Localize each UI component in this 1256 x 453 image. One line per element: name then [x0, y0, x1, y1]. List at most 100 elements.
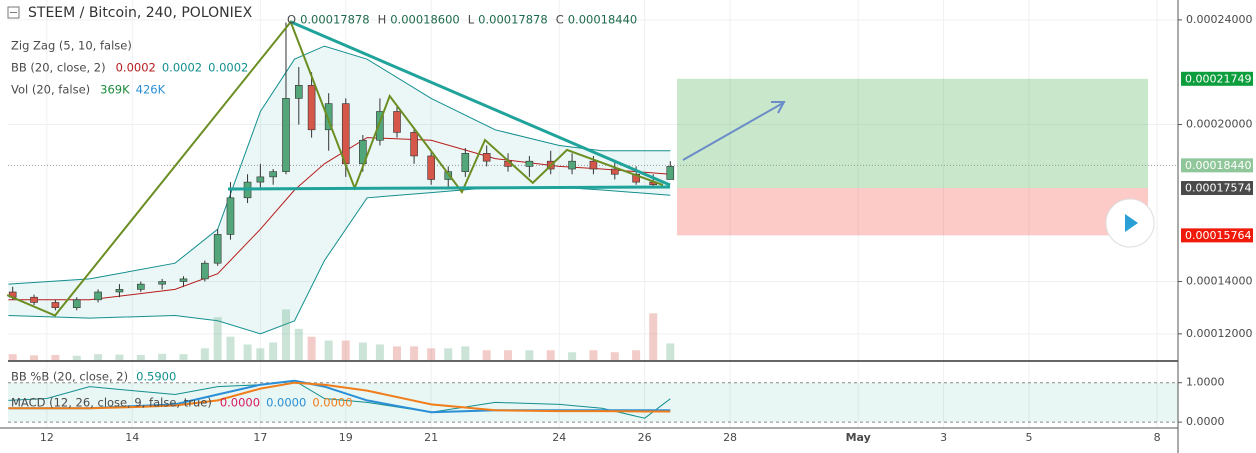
x-tick-label: 8: [1154, 431, 1161, 444]
price-flag-label: 0.00017574: [1185, 182, 1251, 195]
y-tick-label: 1.0000: [1186, 376, 1225, 389]
y-tick-label: 0.00014000: [1186, 275, 1252, 288]
candle-body: [341, 103, 350, 165]
indicator-value: 0.0002: [162, 61, 202, 75]
x-tick-label: 19: [339, 431, 353, 444]
volume-bar: [461, 346, 470, 360]
x-tick-label: 14: [125, 431, 139, 444]
candle-body: [324, 103, 333, 131]
candle-body: [393, 111, 401, 133]
volume-bar: [115, 354, 124, 360]
candle-body: [136, 283, 145, 290]
loss-zone: [677, 188, 1148, 236]
volume-bar: [200, 348, 209, 360]
y-tick-label: 0.00024000: [1186, 13, 1252, 26]
volume-bar: [546, 350, 555, 360]
zigzag-line: [6, 20, 664, 317]
price-flag: [1181, 181, 1253, 196]
volume-bar: [444, 348, 453, 360]
volume-bar: [341, 340, 350, 360]
candle-body: [269, 171, 277, 178]
candle-body: [30, 296, 38, 303]
x-tick-label: 5: [1025, 431, 1032, 444]
x-tick-label: 3: [940, 431, 947, 444]
volume-bar: [30, 355, 39, 360]
volume-bar: [307, 336, 316, 360]
volume-bar: [568, 352, 577, 360]
volume-bar: [504, 350, 513, 360]
volume-bar: [94, 354, 103, 360]
volume-bar: [179, 354, 188, 360]
indicator-name: Zig Zag (5, 10, false): [11, 39, 132, 53]
x-tick-label: 28: [723, 431, 737, 444]
candle-body: [525, 160, 534, 167]
volume-bar: [324, 340, 333, 360]
volume-bar: [226, 336, 235, 360]
volume-bar: [158, 353, 167, 360]
indicator-name: BB %B (20, close, 2): [11, 370, 128, 384]
indicator-value: 0.0000: [220, 396, 260, 410]
candle-body: [410, 132, 418, 157]
candle-body: [444, 171, 453, 180]
candle-body: [589, 160, 598, 170]
candle-body: [226, 197, 235, 235]
volume-bar: [666, 343, 675, 360]
collapse-button[interactable]: [7, 6, 20, 19]
x-tick-label: 12: [40, 431, 54, 444]
bb_pct-line: [8, 380, 671, 419]
indicator-name: BB (20, close, 2): [11, 61, 106, 75]
volume-bar: [632, 350, 641, 360]
candle-body: [94, 291, 102, 301]
ohlc-key: C: [556, 13, 564, 27]
candle-body: [610, 168, 619, 175]
x-tick-label: 26: [638, 431, 652, 444]
candle-body: [666, 166, 675, 180]
x-tick-label: 21: [424, 431, 438, 444]
arrow-head: [771, 101, 786, 114]
indicator-value: 0.5900: [136, 370, 176, 384]
candle-body: [213, 234, 222, 264]
candle-body: [51, 302, 60, 308]
indicator-value: 0.0002: [116, 61, 156, 75]
signal-line: [8, 381, 671, 413]
candle-body: [294, 85, 303, 99]
volume-bar: [649, 313, 658, 360]
volume-bar: [358, 342, 367, 360]
candle-body: [376, 111, 384, 141]
candle-body: [158, 281, 166, 285]
volume-bar: [393, 346, 402, 360]
indicator-value: 0.0000: [266, 396, 306, 410]
volume-bar: [482, 350, 491, 360]
volume-bar: [243, 344, 252, 360]
y-tick-label: 0.0000: [1186, 415, 1225, 428]
bb-middle: [8, 137, 671, 301]
candle-body: [482, 153, 491, 162]
indicator-name: MACD (12, 26, close, 9, false, true): [11, 396, 212, 410]
ohlc-key: L: [468, 13, 475, 27]
volume-bar: [51, 354, 60, 360]
price-flag-label: 0.00015764: [1185, 229, 1251, 242]
x-tick-label: 17: [253, 431, 267, 444]
candle-body: [179, 278, 188, 282]
x-tick-label: 24: [552, 431, 566, 444]
volume-bar: [72, 355, 81, 360]
indicator-name: Vol (20, false): [11, 83, 90, 97]
indicator-value: 426K: [136, 83, 166, 97]
play-icon: [1125, 214, 1138, 232]
volume-bar: [427, 348, 436, 360]
ohlc-value: 0.00018600: [390, 13, 460, 27]
candle-body: [307, 85, 316, 131]
indicator-value: 0.0002: [208, 61, 248, 75]
y-tick-label: 0.00020000: [1186, 118, 1252, 131]
candle-body: [256, 176, 265, 183]
overlay: 12 14 17 19 21 24 26 28 May 3 5 8 0.00024000 0.000200…: [11, 13, 1253, 444]
price-flag: [1181, 71, 1253, 86]
volume-bar: [213, 317, 222, 360]
ohlc-key: H: [378, 13, 387, 27]
candle-body: [461, 153, 470, 172]
ohlc-value: 0.00017878: [300, 13, 370, 27]
profit-zone: [677, 78, 1148, 189]
arrow: [682, 102, 784, 161]
volume-bar: [375, 344, 384, 360]
